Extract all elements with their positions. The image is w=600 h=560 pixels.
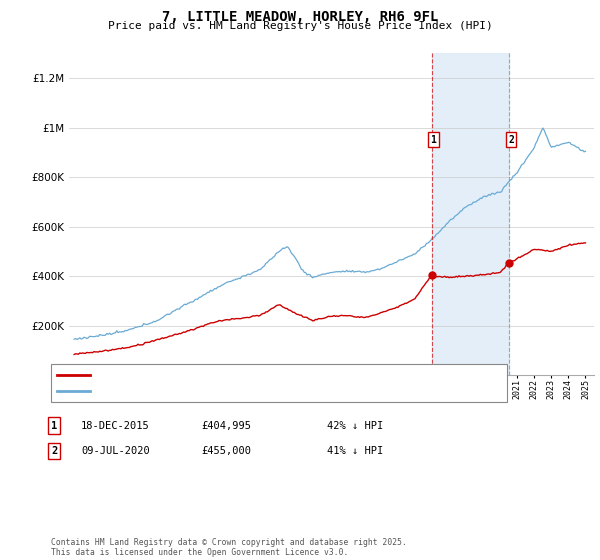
Text: £404,995: £404,995 — [201, 421, 251, 431]
Bar — [431, 53, 509, 375]
Text: 09-JUL-2020: 09-JUL-2020 — [81, 446, 150, 456]
Text: 7, LITTLE MEADOW, HORLEY, RH6 9FL: 7, LITTLE MEADOW, HORLEY, RH6 9FL — [162, 10, 438, 24]
Text: 18-DEC-2015: 18-DEC-2015 — [81, 421, 150, 431]
Text: 2: 2 — [508, 135, 514, 145]
Text: 2: 2 — [51, 446, 57, 456]
Text: Contains HM Land Registry data © Crown copyright and database right 2025.
This d: Contains HM Land Registry data © Crown c… — [51, 538, 407, 557]
Text: HPI: Average price, detached house, Reigate and Banstead: HPI: Average price, detached house, Reig… — [94, 386, 423, 396]
Text: Price paid vs. HM Land Registry's House Price Index (HPI): Price paid vs. HM Land Registry's House … — [107, 21, 493, 31]
Text: 41% ↓ HPI: 41% ↓ HPI — [327, 446, 383, 456]
Text: 1: 1 — [430, 135, 436, 145]
Text: 42% ↓ HPI: 42% ↓ HPI — [327, 421, 383, 431]
Text: £455,000: £455,000 — [201, 446, 251, 456]
Text: 1: 1 — [51, 421, 57, 431]
Text: 7, LITTLE MEADOW, HORLEY, RH6 9FL (detached house): 7, LITTLE MEADOW, HORLEY, RH6 9FL (detac… — [94, 370, 388, 380]
